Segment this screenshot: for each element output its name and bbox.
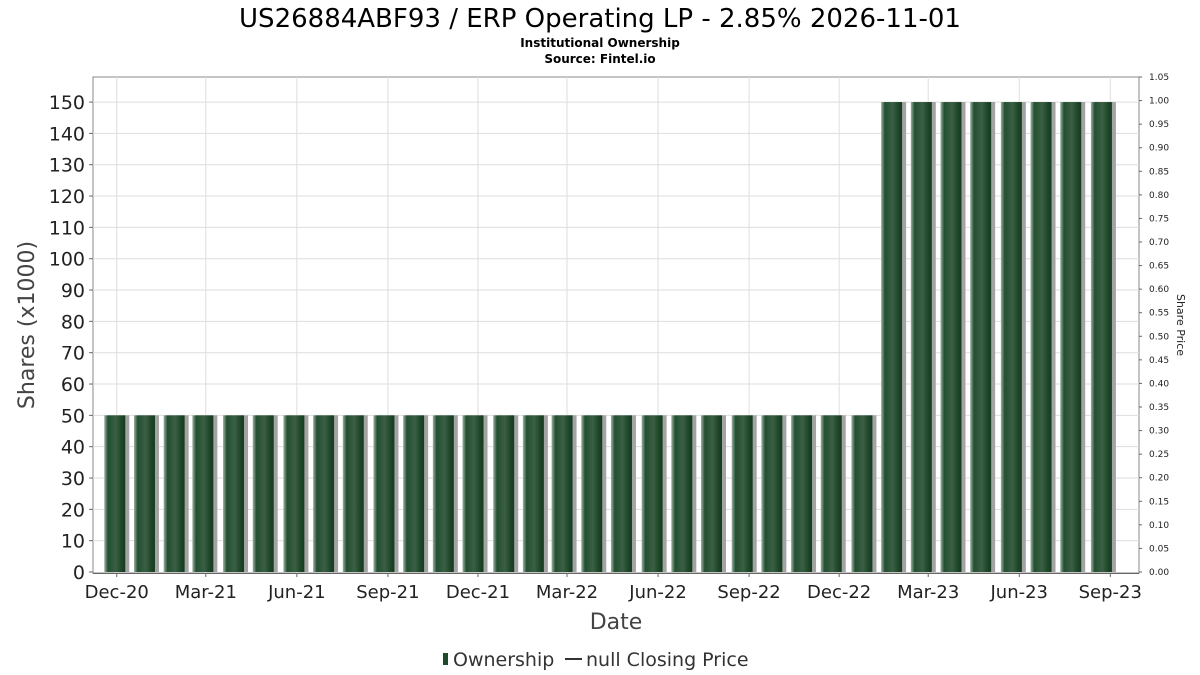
tick-label-x: Dec-21: [446, 582, 510, 603]
legend-ownership-label: Ownership: [453, 649, 554, 671]
tick-label-right: 0.65: [1149, 262, 1169, 272]
ownership-bar: [1090, 102, 1112, 572]
tick-label-right: 0.30: [1149, 427, 1169, 437]
tick-label-right: 0.40: [1149, 379, 1169, 389]
ownership-bar: [283, 415, 305, 572]
tick-label-right: 0.75: [1149, 214, 1169, 224]
tick-label-right: 0.95: [1149, 120, 1169, 130]
ownership-bar: [791, 415, 813, 572]
tick-label-x: Mar-22: [536, 582, 598, 603]
ownership-bar: [493, 415, 515, 572]
tick-label-right: 0.60: [1149, 285, 1169, 295]
legend: Ownership null Closing Price: [443, 649, 749, 671]
legend-ownership-swatch: [443, 653, 448, 665]
tick-label-left: 30: [61, 468, 85, 490]
tick-label-x: Sep-21: [356, 582, 419, 603]
tick-label-x: Dec-20: [85, 582, 149, 603]
ownership-bar: [761, 415, 783, 572]
ownership-bar: [522, 415, 544, 572]
tick-label-x: Sep-23: [1079, 582, 1142, 603]
x-axis-title: Date: [590, 610, 643, 635]
tick-label-left: 10: [61, 531, 85, 553]
ownership-bar: [731, 415, 753, 572]
ownership-bar: [313, 415, 335, 572]
ownership-bar: [192, 415, 214, 572]
chart-subtitle-ownership: Institutional Ownership: [520, 36, 680, 50]
ownership-bar: [342, 415, 364, 572]
tick-label-left: 90: [61, 280, 85, 302]
ownership-bars: [104, 102, 1116, 572]
ownership-bar: [133, 415, 155, 572]
tick-label-right: 0.45: [1149, 356, 1169, 366]
ownership-bar: [910, 102, 932, 572]
tick-label-x: Mar-23: [897, 582, 959, 603]
tick-label-left: 40: [61, 437, 85, 459]
ownership-bar: [1030, 102, 1052, 572]
ownership-bar: [223, 415, 245, 572]
legend-price-label: null Closing Price: [586, 649, 749, 671]
left-axis-ticks: 0 10 20 30 40 50 60 70 80 90 100 110 120 130 140 150: [49, 92, 93, 584]
y-axis-title: Shares (x1000): [15, 241, 40, 409]
chart-title: US26884ABF93 / ERP Operating LP - 2.85% …: [239, 4, 961, 34]
tick-label-right: 0.25: [1149, 450, 1169, 460]
tick-label-left: 80: [61, 311, 85, 333]
ownership-bar: [373, 415, 395, 572]
ownership-bar: [881, 102, 903, 572]
tick-label-right: 0.50: [1149, 332, 1169, 342]
tick-label-right: 0.20: [1149, 474, 1169, 484]
tick-label-right: 0.00: [1149, 568, 1169, 578]
ownership-bar: [551, 415, 573, 572]
tick-label-right: 0.35: [1149, 403, 1169, 413]
tick-label-left: 50: [61, 405, 85, 427]
ownership-bar: [671, 415, 693, 572]
ownership-bar: [104, 415, 126, 572]
tick-label-x: Dec-22: [807, 582, 871, 603]
ownership-bar: [610, 415, 632, 572]
tick-label-right: 0.85: [1149, 167, 1169, 177]
tick-label-x: Jun-23: [989, 582, 1048, 603]
tick-label-left: 20: [61, 499, 85, 521]
ownership-bar: [581, 415, 603, 572]
ownership-bar: [700, 415, 722, 572]
tick-label-x: Mar-21: [175, 582, 237, 603]
ownership-bar: [1000, 102, 1022, 572]
chart-subtitle-source: Source: Fintel.io: [544, 52, 655, 66]
tick-label-left: 100: [49, 249, 85, 271]
tick-label-right: 0.10: [1149, 521, 1169, 531]
tick-label-left: 130: [49, 155, 85, 177]
tick-label-right: 0.80: [1149, 191, 1169, 201]
ownership-bar: [970, 102, 992, 572]
tick-label-left: 110: [49, 217, 85, 239]
tick-label-left: 60: [61, 374, 85, 396]
tick-label-right: 1.00: [1149, 97, 1169, 107]
tick-label-left: 70: [61, 343, 85, 365]
tick-label-left: 140: [49, 123, 85, 145]
y2-axis-title: Share Price: [1174, 294, 1187, 356]
tick-label-right: 0.90: [1149, 144, 1169, 154]
ownership-bar: [432, 415, 454, 572]
tick-label-x: Jun-21: [267, 582, 326, 603]
tick-label-left: 120: [49, 186, 85, 208]
ownership-bar: [1060, 102, 1082, 572]
tick-label-right: 0.05: [1149, 544, 1169, 554]
ownership-bar: [851, 415, 873, 572]
ownership-bar: [403, 415, 425, 572]
tick-label-x: Jun-22: [628, 582, 687, 603]
ownership-bar: [462, 415, 484, 572]
ownership-bar: [940, 102, 962, 572]
right-axis-ticks: 0.00 0.05 0.10 0.15 0.20 0.25 0.30 0.35 0.40 0.45…: [1139, 73, 1169, 578]
tick-label-left: 0: [73, 562, 85, 584]
ownership-bar: [820, 415, 842, 572]
tick-label-right: 0.55: [1149, 309, 1169, 319]
tick-label-right: 0.70: [1149, 238, 1169, 248]
tick-label-right: 1.05: [1149, 73, 1169, 83]
x-axis-ticks: Dec-20 Mar-21 Jun-21 Sep-21 Dec-21 Mar-22 Jun-…: [85, 573, 1142, 603]
tick-label-x: Sep-22: [717, 582, 780, 603]
tick-label-right: 0.15: [1149, 497, 1169, 507]
tick-label-left: 150: [49, 92, 85, 114]
ownership-bar: [163, 415, 185, 572]
ownership-bar: [252, 415, 274, 572]
ownership-bar: [641, 415, 663, 572]
